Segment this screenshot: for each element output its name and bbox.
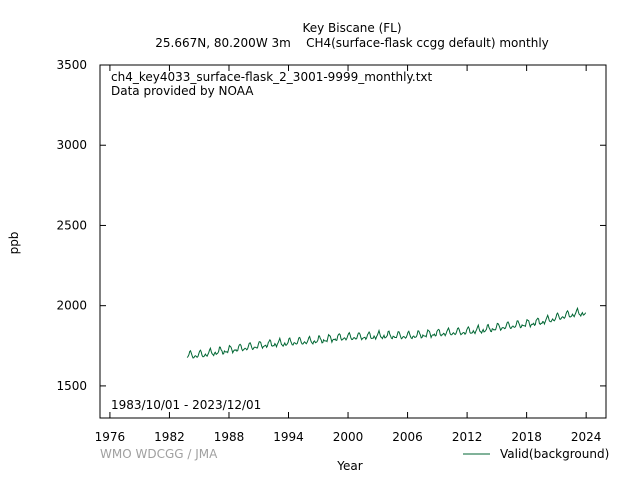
chart-title: Key Biscane (FL) — [302, 21, 401, 35]
x-tick-label: 2000 — [333, 430, 364, 444]
y-tick-label: 3500 — [56, 58, 87, 72]
credit-text: WMO WDCGG / JMA — [100, 447, 218, 461]
y-axis-label: ppb — [7, 232, 21, 255]
y-tick-label: 1500 — [56, 379, 87, 393]
x-tick-label: 1982 — [154, 430, 185, 444]
x-tick-label: 1976 — [95, 430, 126, 444]
x-tick-label: 1994 — [273, 430, 304, 444]
x-tick-label: 2024 — [571, 430, 602, 444]
legend-label: Valid(background) — [500, 447, 609, 461]
x-axis-label: Year — [336, 459, 362, 473]
plot-frame — [99, 64, 607, 419]
chart-subtitle: 25.667N, 80.200W 3m CH4(surface-flask cc… — [155, 36, 549, 50]
y-tick-label: 2500 — [56, 218, 87, 232]
source-filename: ch4_key4033_surface-flask_2_3001-9999_mo… — [111, 70, 433, 84]
y-tick-label: 3000 — [56, 138, 87, 152]
period-note: 1983/10/01 - 2023/12/01 — [111, 398, 261, 412]
x-tick-label: 2006 — [392, 430, 423, 444]
x-tick-label: 1988 — [214, 430, 245, 444]
x-axis: 1976 1982 1988 1994 2000 2006 2012 2018 2024 — [95, 65, 602, 444]
x-tick-label: 2012 — [452, 430, 483, 444]
series-line-valid-background — [186, 306, 587, 359]
y-tick-label: 2000 — [56, 299, 87, 313]
y-axis: 1500 2000 2500 3000 3500 — [56, 58, 606, 393]
data-provider-note: Data provided by NOAA — [111, 84, 254, 98]
x-tick-label: 2018 — [511, 430, 542, 444]
legend: Valid(background) — [463, 447, 609, 461]
